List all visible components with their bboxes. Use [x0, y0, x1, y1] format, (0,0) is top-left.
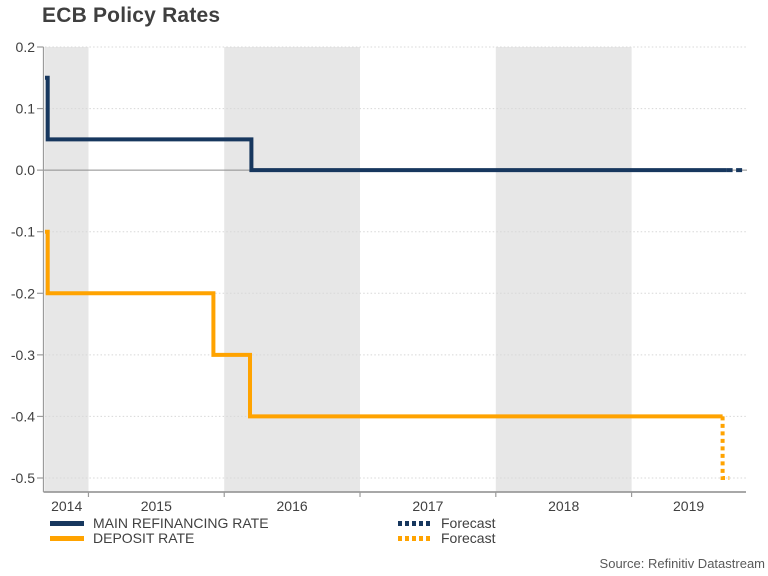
- legend-label: DEPOSIT RATE: [93, 530, 195, 546]
- svg-text:2016: 2016: [277, 498, 308, 514]
- svg-text:-0.4: -0.4: [11, 408, 35, 424]
- svg-text:2014: 2014: [51, 498, 82, 514]
- legend-item-forecast-main: Forecast: [398, 515, 496, 531]
- svg-text:2017: 2017: [412, 498, 443, 514]
- legend-item-deposit-rate: DEPOSIT RATE: [50, 530, 195, 546]
- legend-label: MAIN REFINANCING RATE: [93, 515, 269, 531]
- svg-text:2018: 2018: [548, 498, 579, 514]
- legend-item-main-refinancing-rate: MAIN REFINANCING RATE: [50, 515, 269, 531]
- svg-text:-0.2: -0.2: [11, 285, 35, 301]
- solid-line-swatch-navy: [50, 520, 84, 526]
- svg-text:-0.1: -0.1: [11, 224, 35, 240]
- svg-text:2019: 2019: [673, 498, 704, 514]
- svg-text:-0.3: -0.3: [11, 347, 35, 363]
- dotted-line-swatch-navy: [398, 520, 432, 526]
- legend-label: Forecast: [441, 530, 496, 546]
- svg-text:0.1: 0.1: [16, 101, 36, 117]
- svg-text:0.2: 0.2: [16, 39, 36, 55]
- dotted-line-swatch-orange: [398, 535, 432, 541]
- legend-label: Forecast: [441, 515, 496, 531]
- chart-title: ECB Policy Rates: [42, 4, 221, 27]
- svg-text:0.0: 0.0: [16, 162, 36, 178]
- solid-line-swatch-orange: [50, 535, 84, 541]
- legend: MAIN REFINANCING RATE DEPOSIT RATE Forec…: [0, 514, 768, 550]
- svg-text:-0.5: -0.5: [11, 470, 35, 486]
- svg-text:2015: 2015: [141, 498, 172, 514]
- source-credit: Source: Refinitiv Datastream: [599, 556, 765, 571]
- legend-item-forecast-deposit: Forecast: [398, 530, 496, 546]
